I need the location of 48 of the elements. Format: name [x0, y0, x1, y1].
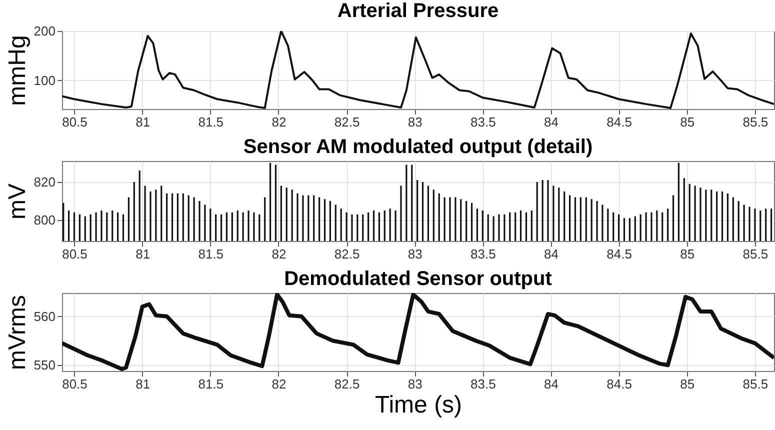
- x-tick-label: 83.5: [470, 376, 496, 392]
- x-tick-label: 81: [136, 114, 150, 130]
- x-tick-label: 85.5: [742, 114, 768, 130]
- x-tick-label: 82.5: [334, 376, 360, 392]
- x-tick-label: 83.5: [470, 114, 496, 130]
- x-tick-label: 82: [272, 114, 286, 130]
- x-tick-label: 81.5: [198, 114, 224, 130]
- x-tick-label: 85: [680, 114, 695, 130]
- y-tick-label: 100: [34, 72, 56, 88]
- y-tick-label: 800: [34, 212, 56, 228]
- x-tick-label: 83.5: [470, 246, 496, 262]
- x-tick-label: 84.5: [606, 376, 632, 392]
- x-tick-label: 83: [408, 376, 422, 392]
- chart-title: Demodulated Sensor output: [284, 268, 552, 290]
- y-tick-label: 560: [34, 308, 56, 324]
- y-axis-title: mV: [4, 184, 31, 220]
- x-tick-label: 84: [544, 376, 558, 392]
- x-tick-label: 83: [408, 114, 422, 130]
- x-tick-label: 84.5: [606, 246, 632, 262]
- y-tick-label: 550: [34, 358, 56, 373]
- x-tick-label: 82: [272, 376, 286, 392]
- x-tick-label: 81.5: [198, 246, 224, 262]
- x-tick-label: 85.5: [742, 376, 768, 392]
- x-tick-label: 84: [544, 246, 558, 262]
- chart-title: Arterial Pressure: [337, 0, 499, 22]
- x-tick-label: 80.5: [62, 114, 88, 130]
- x-tick-label: 84.5: [606, 114, 632, 130]
- line-series: [62, 31, 774, 109]
- line-series: [62, 293, 774, 371]
- y-tick-label: 820: [34, 174, 56, 190]
- x-tick-label: 83: [408, 246, 422, 262]
- x-tick-label: 82.5: [334, 114, 360, 130]
- x-tick-label: 80.5: [62, 246, 88, 262]
- y-tick-label: 200: [34, 24, 56, 38]
- x-tick-label: 81: [136, 376, 150, 392]
- x-tick-label: 80.5: [62, 376, 88, 392]
- x-tick-label: 81.5: [198, 376, 224, 392]
- x-tick-label: 82.5: [334, 246, 360, 262]
- x-tick-label: 81: [136, 246, 150, 262]
- x-tick-label: 84: [544, 114, 558, 130]
- x-axis-title: Time (s): [374, 392, 462, 418]
- x-tick-label: 85.5: [742, 246, 768, 262]
- x-tick-label: 85: [680, 246, 695, 262]
- y-axis-title: mmHg: [4, 35, 31, 106]
- y-axis-title: mVrms: [4, 294, 31, 370]
- x-tick-label: 82: [272, 246, 286, 262]
- chart-title: Sensor AM modulated output (detail): [243, 136, 593, 158]
- x-tick-label: 85: [680, 376, 695, 392]
